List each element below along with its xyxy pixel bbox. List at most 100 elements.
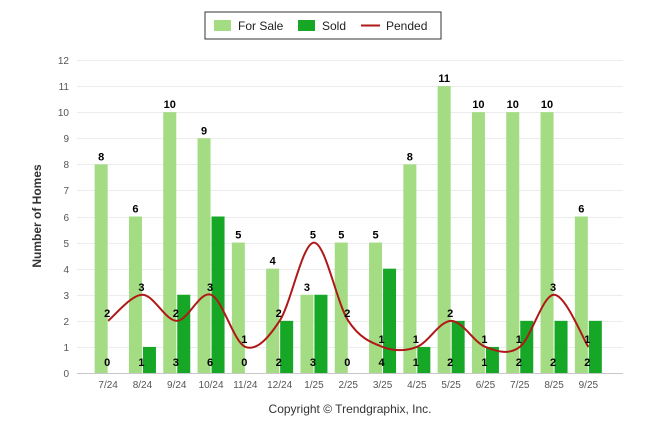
label-pended-11-24: 1 bbox=[241, 334, 247, 346]
bar-for-sale-7-25 bbox=[506, 112, 520, 374]
bar-sold-9-25 bbox=[588, 320, 602, 373]
bar-sold-9-24 bbox=[177, 294, 191, 373]
y-tick-label-3: 3 bbox=[63, 291, 69, 302]
bar-sold-6-25 bbox=[485, 346, 499, 373]
label-pended-4-25: 1 bbox=[413, 334, 419, 346]
label-sold-2-25: 0 bbox=[344, 357, 350, 369]
x-tick-label-12-24: 12/24 bbox=[267, 380, 292, 391]
label-for-sale-4-25: 8 bbox=[407, 151, 413, 163]
bar-for-sale-3-25 bbox=[369, 242, 383, 373]
label-sold-7-25: 2 bbox=[516, 357, 522, 369]
label-sold-1-25: 3 bbox=[310, 357, 316, 369]
legend-swatch-for-sale bbox=[214, 20, 231, 31]
y-tick-label-6: 6 bbox=[63, 213, 69, 224]
y-tick-label-9: 9 bbox=[63, 134, 69, 145]
label-pended-10-24: 3 bbox=[207, 282, 213, 294]
bar-sold-4-25 bbox=[417, 346, 431, 373]
label-sold-7-24: 0 bbox=[104, 357, 110, 369]
bar-sold-1-25 bbox=[314, 294, 328, 373]
x-tick-label-3-25: 3/25 bbox=[373, 380, 393, 391]
y-tick-label-12: 12 bbox=[58, 56, 70, 67]
label-for-sale-12-24: 4 bbox=[270, 256, 277, 268]
x-tick-label-1-25: 1/25 bbox=[304, 380, 324, 391]
label-pended-12-24: 2 bbox=[276, 308, 282, 320]
bars bbox=[94, 86, 602, 374]
x-tick-label-9-25: 9/25 bbox=[579, 380, 599, 391]
bar-for-sale-1-25 bbox=[300, 294, 314, 373]
label-pended-2-25: 2 bbox=[344, 308, 350, 320]
y-tick-label-11: 11 bbox=[59, 82, 70, 93]
bar-for-sale-4-25 bbox=[403, 164, 417, 373]
label-pended-5-25: 2 bbox=[447, 308, 453, 320]
label-sold-10-24: 6 bbox=[207, 357, 213, 369]
pended-line-layer bbox=[107, 241, 590, 353]
label-sold-11-24: 0 bbox=[241, 357, 247, 369]
x-tick-label-7-25: 7/25 bbox=[510, 380, 530, 391]
bar-for-sale-6-25 bbox=[471, 112, 485, 374]
x-tick-label-2-25: 2/25 bbox=[339, 380, 359, 391]
pended-line bbox=[107, 241, 590, 353]
label-sold-3-25: 4 bbox=[378, 357, 385, 369]
bar-for-sale-9-25 bbox=[574, 216, 588, 373]
label-for-sale-2-25: 5 bbox=[338, 230, 344, 242]
label-for-sale-8-25: 10 bbox=[541, 99, 553, 111]
y-tick-label-2: 2 bbox=[63, 317, 69, 328]
label-pended-9-24: 2 bbox=[173, 308, 179, 320]
label-for-sale-10-24: 9 bbox=[201, 125, 207, 137]
x-tick-label-8-25: 8/25 bbox=[544, 380, 564, 391]
label-for-sale-5-25: 11 bbox=[438, 73, 450, 85]
x-tick-label-10-24: 10/24 bbox=[199, 380, 224, 391]
bar-sold-8-25 bbox=[554, 320, 568, 373]
legend-label-pended: Pended bbox=[386, 19, 427, 33]
label-pended-1-25: 5 bbox=[310, 230, 316, 242]
bar-for-sale-11-24 bbox=[231, 242, 245, 373]
label-sold-5-25: 2 bbox=[447, 357, 453, 369]
label-sold-6-25: 1 bbox=[481, 357, 487, 369]
x-tick-label-11-24: 11/24 bbox=[233, 380, 258, 391]
bar-sold-3-25 bbox=[383, 268, 397, 373]
bar-sold-5-25 bbox=[451, 320, 465, 373]
x-tick-label-5-25: 5/25 bbox=[441, 380, 461, 391]
label-for-sale-6-25: 10 bbox=[472, 99, 484, 111]
copyright-text: Copyright © Trendgraphix, Inc. bbox=[269, 402, 432, 416]
label-pended-6-25: 1 bbox=[481, 334, 487, 346]
label-pended-9-25: 1 bbox=[584, 334, 590, 346]
label-sold-8-25: 2 bbox=[550, 357, 556, 369]
legend-swatch-sold bbox=[298, 20, 315, 31]
y-tick-label-10: 10 bbox=[58, 108, 70, 119]
x-tick-label-9-24: 9/24 bbox=[167, 380, 187, 391]
label-for-sale-3-25: 5 bbox=[372, 230, 378, 242]
legend-label-for-sale: For Sale bbox=[238, 19, 284, 33]
legend-label-sold: Sold bbox=[322, 19, 346, 33]
label-pended-8-25: 3 bbox=[550, 282, 556, 294]
bar-sold-8-24 bbox=[142, 346, 156, 373]
y-axis-title: Number of Homes bbox=[30, 164, 44, 268]
x-axis: 7/24 8/24 9/24 10/24 11/24 12/24 1/25 2/25 3/25 4… bbox=[98, 380, 598, 391]
x-tick-label-6-25: 6/25 bbox=[476, 380, 496, 391]
x-tick-label-4-25: 4/25 bbox=[407, 380, 427, 391]
bar-for-sale-12-24 bbox=[266, 268, 280, 373]
label-pended-7-24: 2 bbox=[104, 308, 110, 320]
bar-sold-10-24 bbox=[211, 216, 225, 373]
bar-for-sale-10-24 bbox=[197, 138, 211, 373]
label-pended-8-24: 3 bbox=[138, 282, 144, 294]
label-sold-9-25: 2 bbox=[584, 357, 590, 369]
label-for-sale-7-25: 10 bbox=[507, 99, 519, 111]
y-tick-label-0: 0 bbox=[63, 369, 69, 380]
label-for-sale-8-24: 6 bbox=[132, 204, 138, 216]
y-tick-label-4: 4 bbox=[63, 265, 69, 276]
bar-for-sale-9-24 bbox=[163, 112, 177, 374]
label-for-sale-9-25: 6 bbox=[578, 204, 584, 216]
label-sold-12-24: 2 bbox=[276, 357, 282, 369]
bar-sold-12-24 bbox=[280, 320, 294, 373]
label-sold-9-24: 3 bbox=[173, 357, 179, 369]
label-pended-7-25: 1 bbox=[516, 334, 522, 346]
bar-for-sale-8-25 bbox=[540, 112, 554, 374]
legend-box bbox=[204, 11, 442, 40]
bar-sold-7-25 bbox=[520, 320, 534, 373]
legend: For Sale Sold Pended bbox=[204, 11, 442, 40]
bar-for-sale-5-25 bbox=[437, 86, 451, 373]
x-tick-label-8-24: 8/24 bbox=[133, 380, 153, 391]
